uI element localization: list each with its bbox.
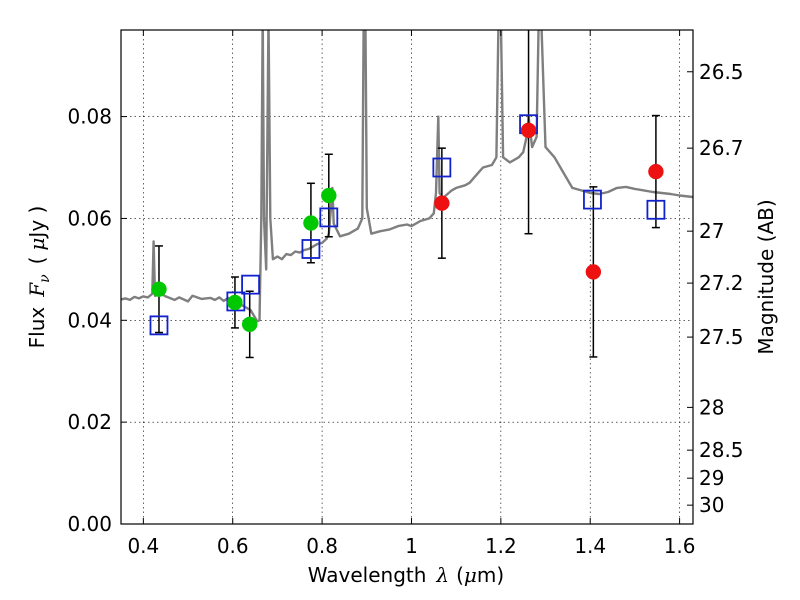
x-axis-label-mu: μ <box>464 563 477 587</box>
plot-series <box>121 30 693 359</box>
photometry-point <box>303 215 319 231</box>
y2-axis-label: Magnitude (AB) <box>754 199 778 354</box>
axes-frame <box>120 29 694 525</box>
x-axis-label: Wavelength λ (μm) <box>308 563 504 587</box>
x-axis-label-prefix: Wavelength <box>308 563 427 587</box>
y-tick-label: 0.06 <box>67 206 112 230</box>
grid <box>121 30 693 524</box>
photometry-point <box>648 163 664 180</box>
y-tick-label: 0.08 <box>67 105 112 129</box>
y-axis-label-sub: ν <box>37 274 53 283</box>
y-axis-label-open: ( <box>25 257 49 265</box>
model-square-marker <box>319 207 339 228</box>
x-tick-label: 1.4 <box>574 534 606 558</box>
x-tick-label: 0.4 <box>127 534 159 558</box>
y-tick-label: 0.02 <box>67 410 112 434</box>
photometry-point <box>520 122 537 139</box>
y2-tick-label: 29 <box>699 466 724 490</box>
model-square-marker <box>646 199 666 220</box>
x-axis-label-open: ( <box>456 563 464 587</box>
y-axis-label: Flux Fν ( μJy ) <box>25 206 53 349</box>
y2-tick-label: 28 <box>699 395 724 419</box>
y2-tick-label: 27.2 <box>699 271 744 295</box>
x-tick-label: 0.8 <box>306 534 338 558</box>
x-tick-label: 1 <box>405 534 418 558</box>
x-tick-label: 1.6 <box>664 534 696 558</box>
photometry-point <box>227 294 243 311</box>
photometry-point <box>585 264 602 280</box>
x-tick-label: 0.6 <box>217 534 249 558</box>
model-square-marker <box>301 239 321 259</box>
x-axis-label-unit: m) <box>477 563 504 587</box>
x-axis-label-symbol: λ <box>435 563 449 587</box>
model-square-marker <box>432 157 452 178</box>
model-square-marker <box>583 189 602 210</box>
y2-tick-label: 26.5 <box>699 60 744 84</box>
y2-tick-label: 27 <box>699 219 724 243</box>
y-tick-label: 0.04 <box>67 308 112 332</box>
plot-area <box>121 30 693 359</box>
photometry-point <box>151 281 167 297</box>
ticks: 0.4 0.6 0.8 1 1.2 1.4 1.6 0.00 0.02 0.04 0.06 0.08 2… <box>67 30 744 558</box>
y2-tick-label: 27.5 <box>699 325 744 349</box>
x-tick-label: 1.2 <box>485 534 517 558</box>
y-axis-label-symbol: F <box>25 282 49 298</box>
y-tick-label: 0.00 <box>67 512 112 536</box>
model-spectrum-line <box>121 30 693 323</box>
y2-tick-label: 28.5 <box>699 438 744 462</box>
model-square-marker <box>149 315 169 336</box>
photometry-point <box>434 195 450 211</box>
y-axis-label-prefix: Flux <box>25 307 49 349</box>
photometry-point <box>321 187 337 204</box>
y-axis-label-unit: Jy ) <box>25 206 49 240</box>
y2-tick-label: 30 <box>699 493 724 517</box>
y-axis-label-mu: μ <box>25 238 49 251</box>
model-square-marker <box>241 274 260 295</box>
photometry-point <box>241 316 258 333</box>
y2-tick-label: 26.7 <box>699 136 744 160</box>
